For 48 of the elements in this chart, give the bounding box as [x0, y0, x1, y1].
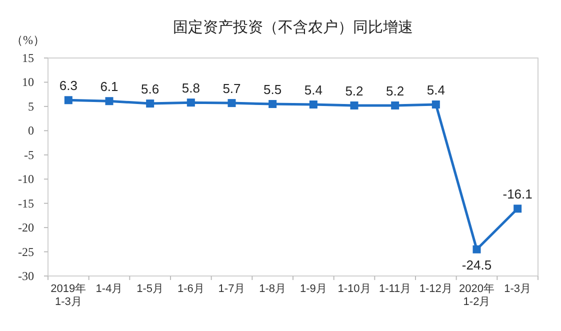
y-axis-title: （%） — [11, 33, 45, 47]
point — [268, 100, 277, 108]
point — [350, 101, 358, 110]
point — [514, 204, 522, 213]
data-label: 5.7 — [222, 81, 241, 96]
y-tick-label: -10 — [18, 172, 34, 186]
x-tick-label: 2020年 1-2月 — [459, 283, 494, 308]
data-label: 5.8 — [182, 80, 200, 96]
y-tick-label: -5 — [24, 148, 34, 162]
x-tick-label: 1-7月 — [218, 283, 246, 295]
y-tick-label: 5 — [28, 99, 34, 114]
y-tick-label: -30 — [18, 269, 34, 283]
point — [391, 101, 400, 110]
x-tick-label: 1-12月 — [419, 283, 452, 295]
point — [64, 96, 72, 104]
point — [228, 99, 236, 108]
x-tick-label: 1-3月 — [504, 283, 532, 295]
x-tick-label: 1-9月 — [300, 283, 327, 295]
point — [146, 100, 154, 108]
data-label: -24.5 — [462, 257, 492, 272]
x-tick-label: 1-5月 — [136, 283, 164, 295]
data-label: 5.2 — [386, 83, 404, 98]
x-tick-label: 1-11月 — [378, 283, 412, 295]
point — [472, 245, 481, 254]
point — [105, 97, 114, 106]
data-label: 5.4 — [426, 82, 445, 98]
data-label: 5.4 — [304, 82, 322, 98]
data-label: 6.3 — [59, 78, 78, 94]
y-tick-label: 10 — [22, 75, 34, 90]
x-tick-label: 1-4月 — [96, 283, 123, 295]
x-tick-label: 1-10月 — [338, 283, 371, 295]
point — [309, 100, 318, 109]
point — [432, 100, 440, 109]
chart-title: 固定资产投资（不含农户）同比增速 — [173, 19, 413, 36]
data-label: 5.5 — [264, 82, 282, 98]
data-label: -16.1 — [502, 186, 532, 202]
y-tick-label: -15 — [18, 196, 34, 210]
x-tick-label: 1-8月 — [259, 283, 286, 295]
x-tick-label: 1-6月 — [177, 283, 204, 295]
y-tick-label: 0 — [28, 124, 34, 138]
y-tick-label: 15 — [22, 51, 34, 65]
data-label: 5.6 — [141, 82, 160, 97]
point — [186, 98, 195, 107]
y-tick-label: -25 — [18, 244, 34, 259]
data-label: 5.2 — [345, 83, 364, 98]
data-label: 6.1 — [100, 79, 118, 94]
x-tick-label: 2019年 1-3月 — [50, 283, 86, 308]
y-tick-label: -20 — [18, 220, 34, 235]
